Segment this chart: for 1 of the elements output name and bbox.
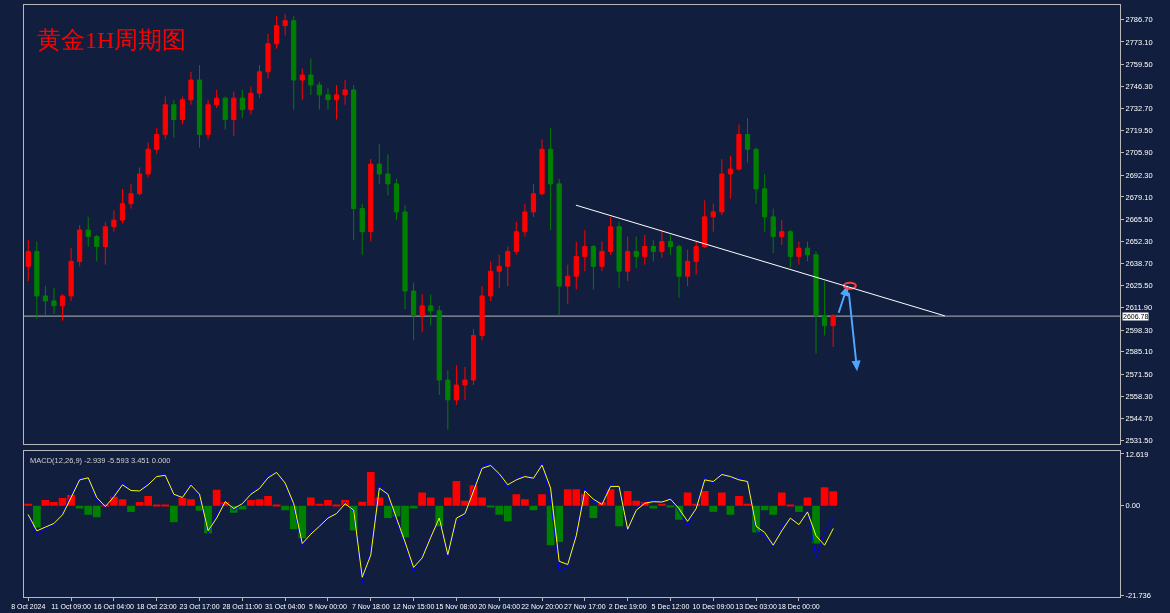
text: 黄金1H周期图: [37, 27, 187, 53]
